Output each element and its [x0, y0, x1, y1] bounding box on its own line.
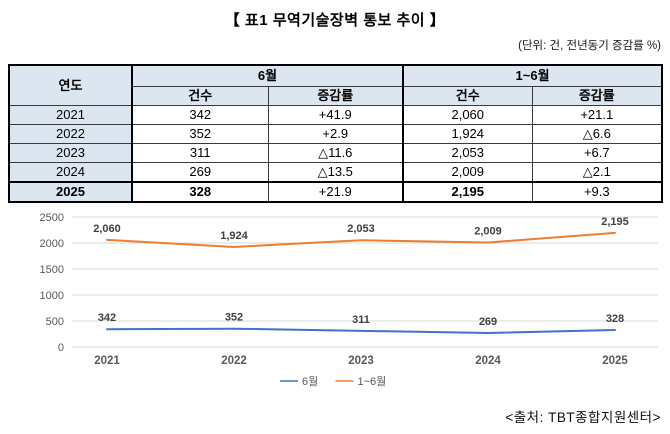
trend-line-chart: 0 500 1000 1500 2000 2500 2021 2022 2023 2024 2025… [0, 200, 670, 400]
june-count-cell: 269 [131, 162, 269, 183]
data-label: 311 [352, 314, 370, 326]
table-row-2023: 2023 311 △11.6 2,053 +6.7 [8, 143, 663, 163]
table-row-2021: 2021 342 +41.9 2,060 +21.1 [8, 105, 663, 125]
x-axis-tick: 2022 [221, 355, 247, 367]
x-axis-tick: 2023 [348, 355, 374, 367]
col-header-cum-count: 건수 [402, 86, 533, 106]
cum-count-cell: 2,053 [402, 143, 533, 163]
chart-line [106, 231, 616, 248]
cum-rate-cell: △6.6 [531, 124, 663, 144]
data-label: 2,009 [474, 226, 502, 238]
data-label: 269 [479, 316, 497, 328]
data-label: 1,924 [220, 230, 248, 242]
table-row-2025: 2025 328 +21.9 2,195 +9.3 [8, 181, 663, 203]
data-label: 2,060 [93, 223, 121, 235]
tbt-notification-table: 연도 6월 1~6월 건수 증감률 건수 증감률 2021 342 +41.9 … [8, 64, 664, 203]
june-count-cell: 342 [131, 105, 269, 125]
trend-chart-svg: 0 500 1000 1500 2000 2500 2021 2022 2023 2024 2025… [40, 212, 658, 388]
legend-label: 1~6월 [358, 375, 387, 388]
y-axis-tick: 1000 [40, 290, 64, 302]
june-rate-cell: +21.9 [267, 181, 404, 203]
col-header-june-count: 건수 [131, 86, 269, 106]
year-cell: 2023 [8, 143, 133, 163]
y-axis-tick: 500 [46, 316, 64, 328]
june-rate-cell: +2.9 [267, 124, 404, 144]
cum-rate-cell: +21.1 [531, 105, 663, 125]
table-row-2022: 2022 352 +2.9 1,924 △6.6 [8, 124, 663, 144]
col-header-cum-rate: 증감률 [531, 86, 663, 106]
year-cell: 2022 [8, 124, 133, 144]
y-axis-tick: 1500 [40, 264, 64, 276]
table-row-2024: 2024 269 △13.5 2,009 △2.1 [8, 162, 663, 183]
col-group-jan-june: 1~6월 [402, 64, 663, 87]
x-axis-tick: 2021 [94, 355, 120, 367]
x-axis-tick: 2024 [475, 355, 501, 367]
june-rate-cell: △13.5 [267, 162, 404, 183]
table-header-group-row: 연도 6월 1~6월 [8, 64, 663, 106]
year-cell: 2024 [8, 162, 133, 183]
cum-count-cell: 1,924 [402, 124, 533, 144]
june-rate-cell: +41.9 [267, 105, 404, 125]
col-header-year: 연도 [8, 64, 133, 106]
data-label: 2,053 [347, 223, 375, 235]
cum-count-cell: 2,009 [402, 162, 533, 183]
legend-label: 6월 [302, 375, 318, 388]
y-axis-tick: 0 [58, 342, 64, 354]
year-cell: 2025 [8, 181, 133, 203]
y-axis-tick: 2500 [40, 212, 64, 224]
june-rate-cell: △11.6 [267, 143, 404, 163]
cum-rate-cell: △2.1 [531, 162, 663, 183]
col-group-june: 6월 [130, 64, 404, 87]
table-header-sub-row: 건수 증감률 건수 증감률 [9, 86, 663, 106]
table-title: 【 표1 무역기술장벽 통보 추이 】 [224, 12, 446, 29]
year-cell: 2021 [8, 105, 133, 125]
source-note: <출처: TBT종합지원센터> [505, 410, 661, 425]
col-header-june-rate: 증감률 [267, 86, 404, 106]
data-label: 342 [98, 312, 116, 324]
june-count-cell: 311 [131, 143, 269, 163]
data-label: 2,195 [601, 216, 629, 228]
chart-line [106, 327, 616, 335]
june-count-cell: 328 [131, 181, 269, 203]
june-count-cell: 352 [131, 124, 269, 144]
data-label: 328 [606, 313, 624, 325]
cum-rate-cell: +9.3 [531, 181, 663, 203]
cum-rate-cell: +6.7 [531, 143, 663, 163]
y-axis-tick: 2000 [40, 238, 64, 250]
cum-count-cell: 2,060 [402, 105, 533, 125]
data-label: 352 [225, 312, 243, 324]
unit-note: (단위: 건, 전년동기 증감률 %) [518, 40, 661, 52]
cum-count-cell: 2,195 [402, 181, 533, 203]
x-axis-tick: 2025 [602, 355, 628, 367]
